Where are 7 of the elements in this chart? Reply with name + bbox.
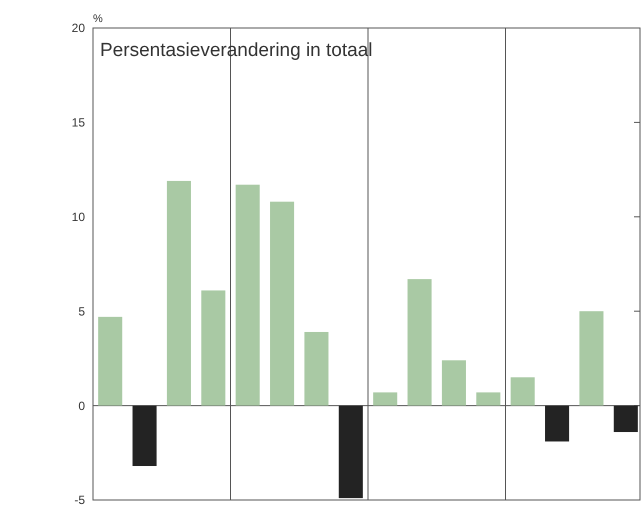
y-tick-label: 10 [72,210,86,224]
y-tick-label: 0 [78,398,86,413]
y-tick-label: 15 [72,116,86,130]
y-tick-label: -5 [74,493,86,508]
y-tick-label: 5 [78,304,86,318]
y-tick-label: 20 [72,21,86,36]
y-axis-title: % [93,13,103,25]
